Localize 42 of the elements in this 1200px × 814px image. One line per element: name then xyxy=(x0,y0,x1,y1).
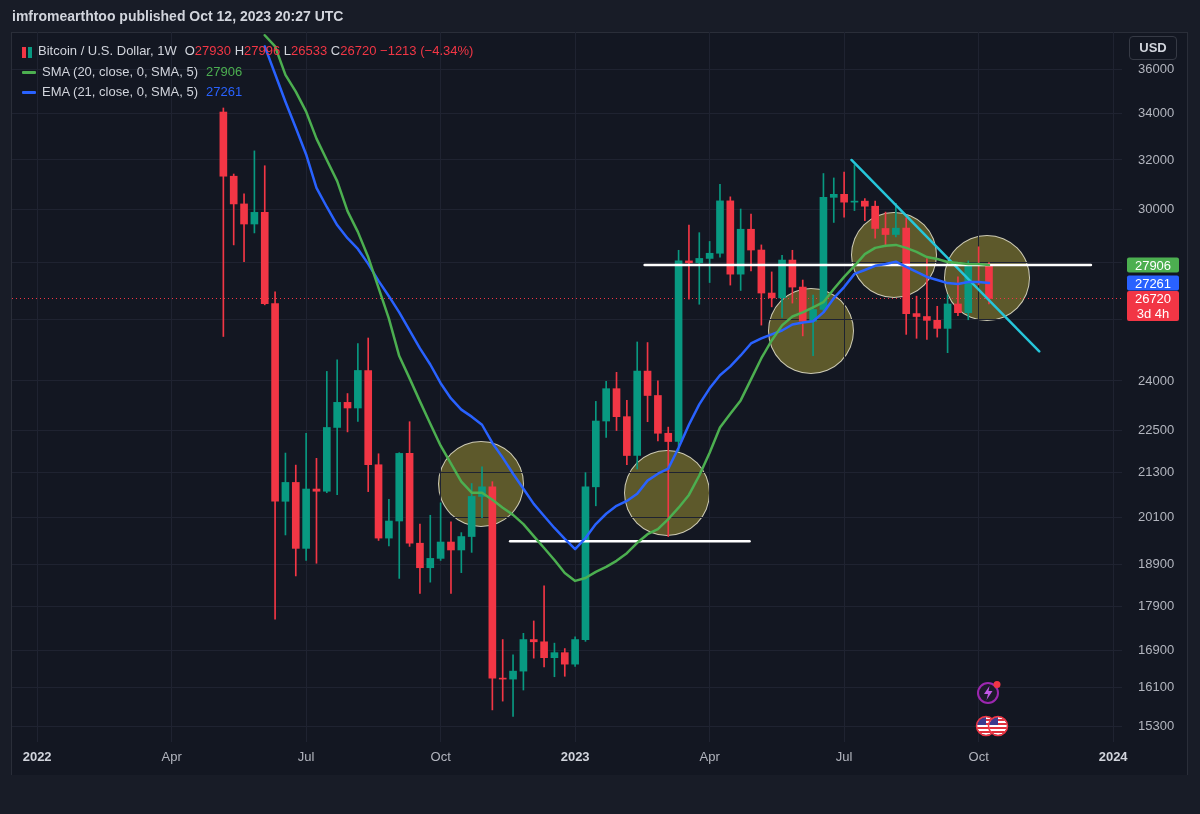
y-tick-label: 32000 xyxy=(1138,151,1175,167)
candlestick xyxy=(426,514,435,583)
y-tick-label: 22500 xyxy=(1138,422,1175,438)
chart-title: imfromearthtoo published Oct 12, 2023 20:27 UTC xyxy=(12,7,344,25)
legend-label: EMA (21, close, 0, SMA, 5) xyxy=(42,83,199,99)
x-tick-label: Oct xyxy=(968,749,990,765)
candlestick xyxy=(509,654,517,717)
y-axis-title: USD xyxy=(1129,36,1177,60)
y-tick-label: 34000 xyxy=(1138,104,1175,120)
candlestick xyxy=(540,585,548,668)
legend-label: Bitcoin / U.S. Dollar, 1W xyxy=(38,43,177,58)
candlestick xyxy=(829,177,838,223)
text: 27261 xyxy=(1134,275,1172,291)
y-tick-label: 20100 xyxy=(1138,508,1175,524)
y-tick-label: 30000 xyxy=(1138,201,1175,217)
candlestick xyxy=(529,620,538,659)
x-tick-label: 2023 xyxy=(560,749,590,765)
candlestick xyxy=(840,171,848,218)
y-tick-label: 18900 xyxy=(1138,556,1175,572)
y-tick-label: 17900 xyxy=(1138,597,1175,613)
y-tick-label: 21300 xyxy=(1138,464,1175,480)
candlestick xyxy=(664,426,673,537)
ref-line-label: 26720 3d 4h xyxy=(1134,291,1172,322)
x-tick-label: Oct xyxy=(430,749,452,765)
x-tick-label: Apr xyxy=(161,749,183,765)
x-tick-label: Jul xyxy=(835,749,853,765)
candlestick xyxy=(695,232,704,305)
text: 27906 xyxy=(1134,257,1172,273)
y-tick-label: 15300 xyxy=(1138,718,1175,734)
x-tick-label: Jul xyxy=(297,749,315,765)
candlestick xyxy=(333,359,341,495)
y-tick-label: 24000 xyxy=(1138,372,1175,388)
x-tick-label: 2024 xyxy=(1098,749,1129,765)
legend-label: SMA (20, close, 0, SMA, 5) xyxy=(42,63,199,79)
y-tick-label: 16100 xyxy=(1138,679,1175,695)
x-tick-label: Apr xyxy=(699,749,721,765)
annotation: 27261 xyxy=(206,83,243,99)
y-tick-label: 36000 xyxy=(1138,61,1175,77)
annotation: 27906 xyxy=(206,63,243,79)
y-tick-label: 16900 xyxy=(1138,641,1175,657)
x-tick-label: 2022 xyxy=(22,749,52,765)
candlestick xyxy=(447,521,455,594)
